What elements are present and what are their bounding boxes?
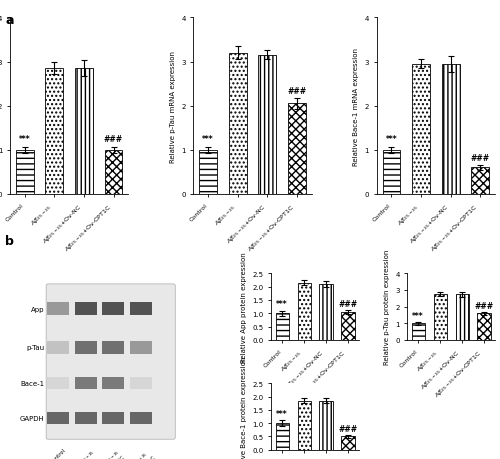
- Bar: [130, 412, 152, 424]
- Text: ***: ***: [412, 312, 424, 320]
- Bar: [342, 437, 354, 450]
- Text: ###: ###: [474, 302, 494, 311]
- Bar: [47, 341, 70, 354]
- Bar: [258, 56, 276, 195]
- Bar: [102, 412, 124, 424]
- Text: GAPDH: GAPDH: [20, 415, 44, 421]
- Bar: [276, 313, 289, 340]
- Text: Bace-1: Bace-1: [20, 380, 44, 386]
- Bar: [102, 303, 124, 315]
- Text: ###: ###: [338, 424, 357, 433]
- Text: a: a: [5, 14, 14, 27]
- Bar: [130, 377, 152, 389]
- Y-axis label: Relative App protein expression: Relative App protein expression: [241, 252, 247, 362]
- Text: $A\beta_{25-35}$: $A\beta_{25-35}$: [74, 446, 97, 459]
- Bar: [47, 377, 70, 389]
- Text: ***: ***: [276, 409, 288, 418]
- Bar: [46, 69, 63, 195]
- Text: $A\beta_{25-35}$
+Ov-CPT1C: $A\beta_{25-35}$ +Ov-CPT1C: [125, 446, 157, 459]
- Text: b: b: [5, 234, 14, 247]
- Bar: [320, 401, 332, 450]
- Text: ###: ###: [338, 299, 357, 308]
- FancyBboxPatch shape: [46, 284, 176, 439]
- Bar: [478, 313, 490, 340]
- Bar: [74, 412, 97, 424]
- Bar: [382, 151, 400, 195]
- Bar: [276, 423, 289, 450]
- Bar: [130, 341, 152, 354]
- Bar: [442, 65, 460, 195]
- Bar: [47, 412, 70, 424]
- Bar: [16, 151, 34, 195]
- Text: ***: ***: [19, 135, 30, 144]
- Bar: [47, 303, 70, 315]
- Bar: [75, 69, 93, 195]
- Text: ###: ###: [104, 135, 123, 144]
- Text: $A\beta_{25-35}$
+Ov-NC: $A\beta_{25-35}$ +Ov-NC: [100, 446, 126, 459]
- Bar: [288, 104, 306, 195]
- Bar: [412, 65, 430, 195]
- Bar: [102, 341, 124, 354]
- Bar: [74, 377, 97, 389]
- Bar: [74, 303, 97, 315]
- Bar: [298, 283, 310, 340]
- Y-axis label: Relative p-Tau mRNA expression: Relative p-Tau mRNA expression: [170, 50, 175, 162]
- Bar: [104, 151, 122, 195]
- Text: App: App: [31, 306, 44, 312]
- Y-axis label: Relative Bace-1 protein expression: Relative Bace-1 protein expression: [241, 356, 247, 459]
- Bar: [102, 377, 124, 389]
- Bar: [130, 303, 152, 315]
- Text: p-Tau: p-Tau: [26, 345, 44, 351]
- Bar: [412, 324, 425, 340]
- Bar: [456, 295, 468, 340]
- Y-axis label: Relative Bace-1 mRNA expression: Relative Bace-1 mRNA expression: [353, 48, 359, 165]
- Text: ###: ###: [470, 153, 490, 162]
- Text: ***: ***: [276, 300, 288, 309]
- Bar: [74, 341, 97, 354]
- Text: Control: Control: [50, 446, 66, 459]
- Text: ***: ***: [202, 135, 214, 144]
- Bar: [434, 295, 446, 340]
- Bar: [472, 168, 489, 195]
- Bar: [200, 151, 217, 195]
- Bar: [342, 312, 354, 340]
- Text: ***: ***: [386, 135, 398, 144]
- Y-axis label: Relative p-Tau protein expression: Relative p-Tau protein expression: [384, 249, 390, 364]
- Bar: [229, 54, 246, 195]
- Bar: [320, 284, 332, 340]
- Bar: [298, 401, 310, 450]
- Text: ###: ###: [288, 86, 306, 95]
